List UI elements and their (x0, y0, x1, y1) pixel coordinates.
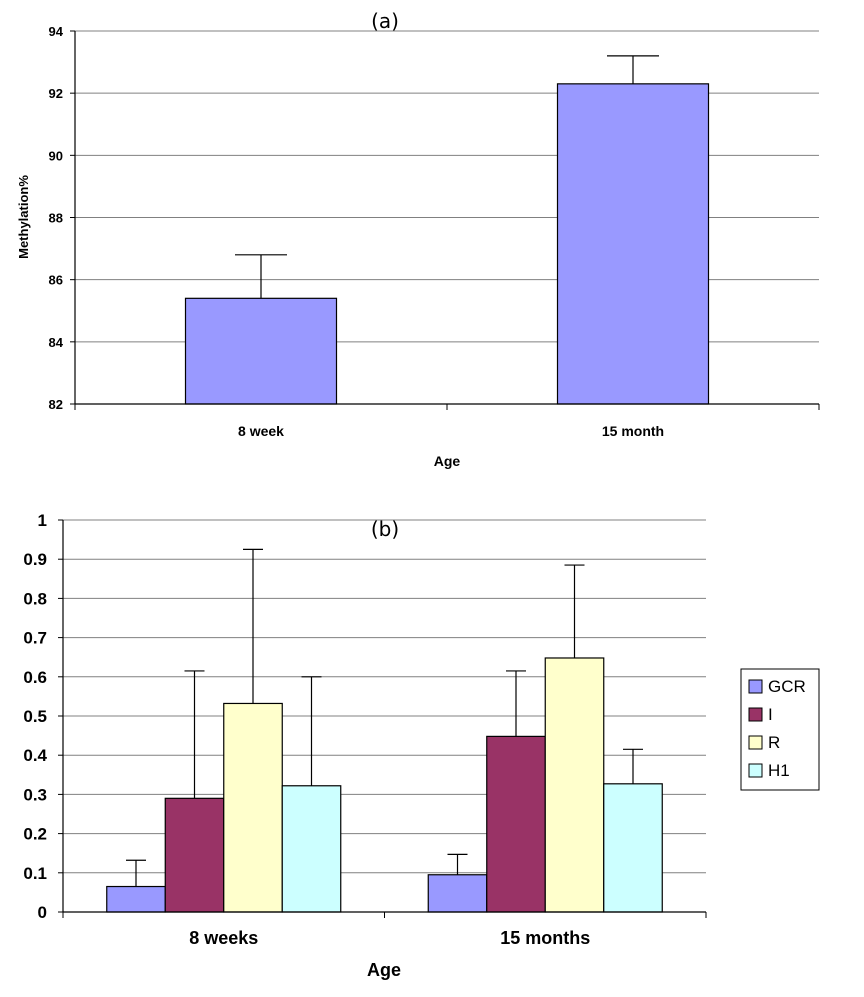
x-tick-label: 8 weeks (189, 928, 258, 948)
x-tick-label: 8 week (238, 423, 284, 439)
legend-swatch-gcr (748, 679, 763, 694)
y-tick-label: 0.2 (23, 825, 47, 844)
legend-swatch-i (748, 707, 763, 722)
x-axis-label-b: Age (367, 960, 401, 980)
x-tick-labels-a: 8 week 15 month (238, 423, 664, 439)
y-tick-label: 0.9 (23, 550, 47, 569)
bars-b (106, 657, 663, 913)
y-tick-label: 90 (49, 148, 63, 163)
bar-gcr (106, 885, 166, 913)
error-bars-a (235, 55, 659, 299)
bar (184, 297, 338, 405)
legend-swatch-r (748, 735, 763, 750)
bar-r (544, 657, 605, 913)
bar-gcr (427, 874, 488, 913)
bars-a (184, 83, 710, 405)
y-tick-label: 92 (49, 86, 63, 101)
chart-panel-a: (a) 82 84 86 88 90 92 94 8 week 15 month Methyl… (16, 9, 820, 469)
bar (556, 83, 710, 405)
bar-i (164, 797, 225, 913)
legend-label-r: R (768, 733, 780, 752)
x-tick-label: 15 month (602, 423, 664, 439)
y-axis-label-a: Methylation% (16, 175, 31, 259)
y-tick-label: 84 (49, 335, 64, 350)
chart-panel-b: (b) 0 0.1 0.2 0.3 0.4 0.5 0.6 0.7 0.8 0.9 1 8 week… (23, 511, 820, 980)
legend: GCR IR H1 (740, 668, 820, 791)
y-tick-label: 94 (49, 24, 64, 39)
x-tick-label: 15 months (500, 928, 590, 948)
legend-swatch-h1 (748, 763, 763, 778)
legend-label-h1: H1 (768, 761, 790, 780)
x-axis-label-a: Age (434, 453, 461, 469)
chart-title-b: (b) (371, 517, 399, 541)
y-tick-label: 0.4 (23, 746, 47, 765)
axes-a (70, 30, 820, 410)
bar-i (486, 735, 546, 913)
y-tick-label: 0.3 (23, 785, 47, 804)
y-tick-label: 0.5 (23, 707, 47, 726)
y-tick-label: 86 (49, 273, 63, 288)
legend-label-gcr: GCR (768, 677, 806, 696)
y-tick-label: 82 (49, 397, 63, 412)
y-tick-label: 1 (38, 511, 47, 530)
error-bars-b (126, 548, 643, 887)
bar-r (223, 702, 283, 913)
y-tick-labels-b: 0 0.1 0.2 0.3 0.4 0.5 0.6 0.7 0.8 0.9 1 (23, 511, 47, 922)
axes-b (58, 519, 707, 918)
y-tick-label: 0 (38, 903, 47, 922)
y-tick-label: 88 (49, 211, 63, 226)
x-tick-labels-b: 8 weeks 15 months (189, 928, 590, 948)
y-tick-label: 0.7 (23, 629, 47, 648)
y-tick-label: 0.6 (23, 668, 47, 687)
bar-h1 (281, 785, 342, 913)
y-tick-labels-a: 82 84 86 88 90 92 94 (49, 24, 64, 412)
bar-h1 (603, 783, 663, 913)
y-tick-label: 0.8 (23, 589, 47, 608)
chart-title-a: (a) (371, 9, 399, 33)
y-tick-label: 0.1 (23, 864, 47, 883)
legend-label-i: I (768, 705, 773, 724)
